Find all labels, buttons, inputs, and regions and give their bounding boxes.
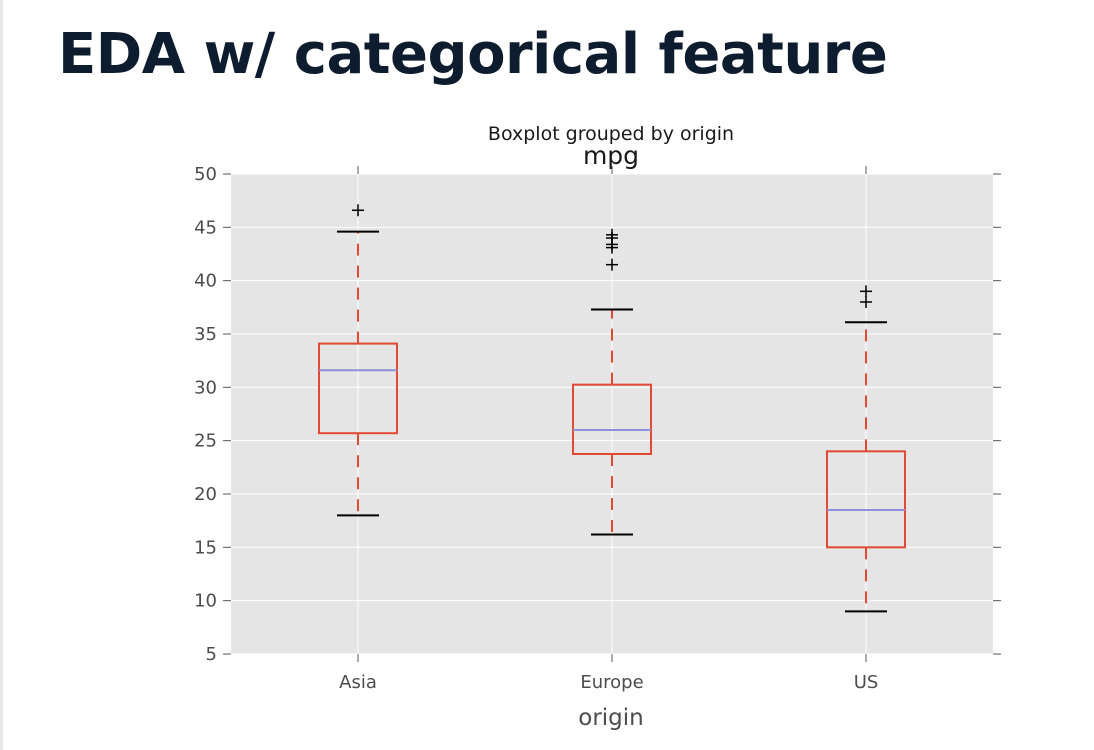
axis-ticks: [223, 166, 1001, 662]
x-tick-label-asia: Asia: [339, 672, 377, 693]
y-tick-label: 30: [194, 377, 217, 398]
outlier-point: [860, 296, 872, 308]
outlier-point: [606, 258, 618, 271]
y-tick-label: 40: [194, 271, 217, 292]
chart-title: mpg: [583, 141, 639, 170]
chart-supertitle: Boxplot grouped by origin: [488, 123, 734, 145]
boxes: [318, 204, 906, 613]
box-body: [572, 383, 652, 455]
y-tick-label: 20: [194, 484, 217, 505]
y-tick-label: 10: [194, 591, 217, 612]
y-tick-label: 15: [194, 537, 217, 558]
outlier-point: [860, 285, 872, 298]
y-tick-label: 50: [194, 164, 217, 185]
box-asia: [318, 204, 398, 517]
y-tick-label: 5: [206, 644, 217, 665]
x-tick-labels: Asia Europe US: [339, 672, 878, 693]
y-tick-label: 35: [194, 324, 217, 345]
y-tick-label: 45: [194, 217, 217, 238]
box-body: [826, 450, 906, 549]
y-tick-label: 25: [194, 431, 217, 452]
box-europe: [572, 228, 652, 536]
x-tick-label-us: US: [854, 672, 879, 693]
slide-title: EDA w/ categorical feature: [58, 22, 888, 87]
box-us: [826, 285, 906, 613]
outlier-point: [352, 204, 364, 217]
x-axis-label: origin: [578, 705, 644, 731]
x-tick-label-europe: Europe: [580, 672, 643, 693]
outlier-point: [606, 228, 618, 241]
box-body: [318, 342, 398, 435]
y-tick-labels: 5 10 15 20 25 30 35 40 45 50: [194, 164, 217, 665]
